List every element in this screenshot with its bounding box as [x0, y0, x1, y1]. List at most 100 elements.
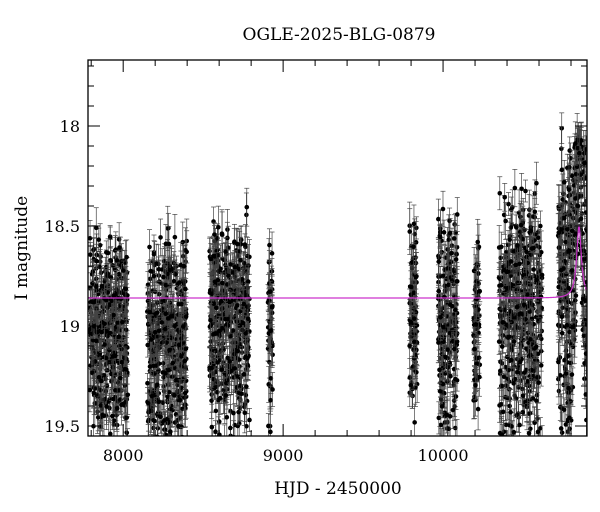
data-point: [215, 360, 220, 365]
data-point: [216, 225, 221, 230]
data-point: [120, 319, 125, 325]
data-point: [167, 347, 172, 353]
data-point: [240, 320, 246, 326]
data-point: [165, 394, 170, 400]
data-point: [209, 291, 215, 297]
data-point: [123, 286, 129, 292]
data-point: [172, 420, 178, 425]
data-point: [178, 262, 184, 268]
data-point: [237, 309, 243, 314]
data-point: [151, 273, 157, 279]
data-point: [114, 258, 120, 263]
data-point: [231, 410, 236, 416]
data-point: [158, 414, 163, 420]
data-point: [174, 263, 179, 269]
data-point: [239, 345, 245, 350]
data-point: [183, 346, 189, 352]
data-point: [177, 394, 182, 399]
data-point: [160, 339, 165, 345]
data-point: [119, 290, 124, 296]
data-point: [232, 264, 238, 270]
data-point: [104, 404, 109, 409]
data-point: [121, 355, 127, 361]
data-point: [101, 413, 107, 419]
data-point: [213, 429, 218, 435]
data-point: [152, 392, 157, 398]
data-point: [166, 225, 171, 231]
data-point: [156, 266, 162, 272]
data-point: [244, 212, 249, 218]
data-point: [119, 359, 125, 365]
data-point: [245, 253, 250, 259]
data-point: [228, 319, 234, 325]
data-point: [243, 392, 249, 398]
data-point: [162, 326, 168, 332]
data-point: [113, 387, 118, 393]
data-point: [103, 250, 109, 255]
data-point: [220, 326, 225, 331]
data-point: [216, 328, 222, 334]
data-point: [267, 242, 272, 248]
data-point: [124, 254, 129, 260]
data-point: [266, 423, 271, 429]
data-point: [176, 280, 182, 285]
data-point: [147, 276, 153, 282]
data-point: [216, 268, 221, 274]
data-point: [223, 393, 229, 398]
data-point: [180, 324, 186, 329]
data-point: [151, 251, 157, 257]
data-point: [247, 417, 252, 423]
data-point: [234, 319, 240, 324]
data-point: [172, 392, 177, 398]
data-point: [96, 237, 102, 242]
data-point: [93, 338, 99, 344]
data-point: [111, 293, 117, 298]
data-point: [110, 354, 116, 359]
data-point: [109, 298, 114, 304]
data-point: [92, 386, 98, 391]
data-point: [243, 354, 248, 360]
data-point: [245, 279, 251, 284]
data-point: [101, 354, 107, 360]
data-point: [152, 418, 157, 424]
data-point: [241, 301, 247, 307]
data-point: [232, 239, 237, 244]
data-point: [98, 254, 103, 259]
data-point: [96, 375, 102, 380]
data-point: [117, 245, 122, 250]
data-point: [125, 293, 130, 298]
data-point: [244, 423, 249, 429]
data-point: [147, 364, 153, 369]
data-point: [88, 235, 93, 241]
data-point: [270, 387, 275, 392]
data-point: [208, 317, 213, 323]
data-point: [102, 321, 107, 326]
data-point: [115, 320, 121, 326]
data-point: [212, 331, 218, 336]
data-point: [167, 267, 173, 273]
data-point: [179, 354, 184, 359]
data-point: [181, 395, 187, 400]
data-point: [180, 253, 186, 259]
data-point: [230, 328, 236, 333]
data-point: [166, 389, 172, 395]
data-point: [152, 334, 158, 339]
data-point: [91, 390, 97, 396]
data-point: [226, 273, 231, 278]
data-point: [219, 280, 225, 286]
data-point: [176, 423, 181, 429]
data-point: [224, 322, 230, 327]
data-point: [168, 314, 174, 319]
data-point: [269, 251, 275, 256]
chart-title: OGLE-2025-BLG-0879: [243, 25, 436, 45]
data-point: [219, 231, 225, 236]
data-point: [103, 297, 109, 303]
data-point: [220, 312, 226, 317]
data-point: [117, 397, 123, 402]
data-point: [118, 262, 124, 268]
data-point: [125, 392, 131, 398]
data-point: [183, 314, 189, 319]
data-point: [268, 429, 273, 435]
data-point: [101, 397, 106, 403]
